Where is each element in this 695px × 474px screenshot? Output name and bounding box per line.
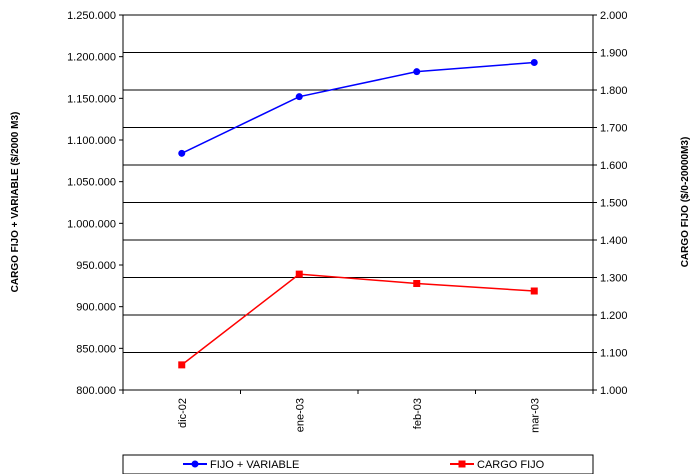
y-right-tick-label: 1.200 — [600, 310, 628, 322]
x-tick-label: dic-02 — [177, 398, 189, 428]
y-right-tick-label: 1.800 — [600, 85, 628, 97]
y-left-tick-label: 1.200.000 — [67, 52, 116, 64]
y-left-tick-label: 950.000 — [76, 260, 116, 272]
y-axis-left-title: CARGO FIJO + VARIABLE ($/2000 M3) — [10, 112, 21, 293]
legend-box — [122, 454, 594, 474]
y-left-tick-label: 1.100.000 — [67, 135, 116, 147]
y-right-tick-label: 1.500 — [600, 198, 628, 210]
data-point-cargo-fijo — [530, 287, 538, 295]
legend: FIJO + VARIABLE CARGO FIJO — [122, 454, 594, 474]
legend-marker-fijo-variable — [191, 460, 199, 468]
x-tick-label: feb-03 — [412, 398, 424, 429]
series — [178, 59, 538, 369]
y-right-tick-label: 1.400 — [600, 235, 628, 247]
data-point-cargo-fijo — [178, 361, 186, 369]
data-point-fijo-variable — [295, 93, 303, 101]
y-left-tick-label: 1.000.000 — [67, 218, 116, 230]
data-point-fijo-variable — [178, 149, 186, 157]
y-left-tick-label: 1.250.000 — [67, 10, 116, 22]
data-point-fijo-variable — [413, 68, 421, 76]
legend-marker-cargo-fijo — [458, 460, 466, 468]
x-tick-label: ene-03 — [294, 398, 306, 432]
series-line-cargo-fijo — [181, 273, 535, 366]
data-point-cargo-fijo — [295, 270, 303, 278]
y-right-tick-label: 2.000 — [600, 10, 628, 22]
x-tick-label: mar-03 — [529, 398, 541, 433]
data-point-fijo-variable — [530, 59, 538, 66]
y-left-tick-label: 1.050.000 — [67, 177, 116, 189]
y-axis-right-title: CARGO FIJO ($/0-20000M3) — [680, 137, 691, 268]
gridlines — [123, 52, 593, 353]
y-right-tick-label: 1.700 — [600, 123, 628, 135]
y-left-tick-label: 1.150.000 — [67, 93, 116, 105]
axis-ticks: 800.000 850.000 900.000 950.000 1.000.000 1.0… — [67, 10, 627, 433]
y-right-tick-label: 1.300 — [600, 273, 628, 285]
y-right-tick-label: 1.600 — [600, 160, 628, 172]
series-line-fijo-variable — [181, 61, 535, 155]
y-right-tick-label: 1.100 — [600, 348, 628, 360]
y-right-tick-label: 1.900 — [600, 48, 628, 60]
legend-label-fijo-variable: FIJO + VARIABLE — [210, 459, 299, 471]
legend-label-cargo-fijo: CARGO FIJO — [477, 459, 545, 471]
y-left-tick-label: 800.000 — [76, 385, 116, 397]
y-left-tick-label: 900.000 — [76, 302, 116, 314]
data-point-cargo-fijo — [413, 280, 421, 287]
y-right-tick-label: 1.000 — [600, 385, 628, 397]
y-left-tick-label: 850.000 — [76, 343, 116, 355]
